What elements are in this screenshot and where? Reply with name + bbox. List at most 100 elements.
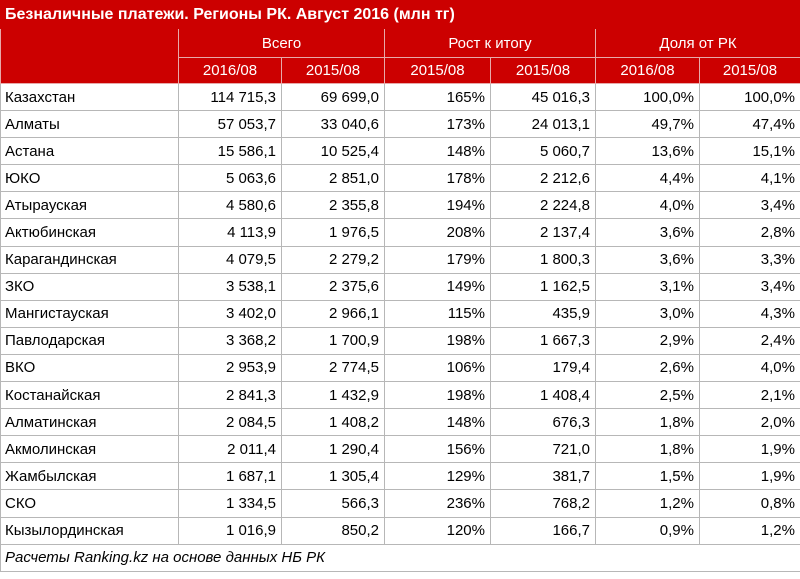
- region-name-cell: Астана: [0, 137, 179, 166]
- region-name-cell: Жамбылская: [0, 462, 179, 491]
- value-cell: 1 305,4: [281, 462, 385, 491]
- value-cell: 3,0%: [595, 299, 700, 328]
- value-cell: 47,4%: [699, 110, 800, 139]
- value-cell: 2 375,6: [281, 272, 385, 301]
- value-cell: 149%: [384, 272, 491, 301]
- region-name-cell: Акмолинская: [0, 435, 179, 464]
- value-cell: 33 040,6: [281, 110, 385, 139]
- value-cell: 1 334,5: [178, 489, 282, 518]
- value-cell: 0,8%: [699, 489, 800, 518]
- value-cell: 100,0%: [595, 82, 700, 112]
- region-header-blank: [0, 28, 179, 84]
- value-cell: 24 013,1: [490, 110, 596, 139]
- table-row: Карагандинская 4 079,5 2 279,2 179% 1 800,3 3…: [0, 245, 800, 274]
- value-cell: 1 800,3: [490, 245, 596, 274]
- value-cell: 2 774,5: [281, 353, 385, 383]
- table-row: СКО 1 334,5 566,3 236% 768,2 1,2% 0,8%: [0, 489, 800, 518]
- table-row: Алматы 57 053,7 33 040,6 173% 24 013,1 49,7% 4…: [0, 110, 800, 139]
- value-cell: 2 137,4: [490, 218, 596, 247]
- table-row: Павлодарская 3 368,2 1 700,9 198% 1 667,3 2,9…: [0, 326, 800, 355]
- region-name-cell: Актюбинская: [0, 218, 179, 247]
- value-cell: 1 687,1: [178, 462, 282, 491]
- region-name-cell: ВКО: [0, 353, 179, 383]
- value-cell: 166,7: [490, 516, 596, 545]
- value-cell: 1,8%: [595, 408, 700, 437]
- table-row: Атырауская 4 580,6 2 355,8 194% 2 224,8 4,0% 3…: [0, 191, 800, 220]
- table-row: ЮКО 5 063,6 2 851,0 178% 2 212,6 4,4% 4,1%: [0, 164, 800, 193]
- value-cell: 13,6%: [595, 137, 700, 166]
- value-cell: 2 011,4: [178, 435, 282, 464]
- subheader-cell: 2015/08: [490, 57, 596, 84]
- value-cell: 114 715,3: [178, 82, 282, 112]
- value-cell: 2 279,2: [281, 245, 385, 274]
- region-name-cell: СКО: [0, 489, 179, 518]
- title-row: Безналичные платежи. Регионы РК. Август …: [0, 0, 800, 29]
- value-cell: 2 841,3: [178, 381, 282, 410]
- region-name-cell: Алматы: [0, 110, 179, 139]
- group-header-share: Доля от РК: [595, 28, 800, 58]
- value-cell: 2 953,9: [178, 353, 282, 383]
- value-cell: 57 053,7: [178, 110, 282, 139]
- value-cell: 2 224,8: [490, 191, 596, 220]
- value-cell: 115%: [384, 299, 491, 328]
- table-row: Кызылординская 1 016,9 850,2 120% 166,7 0,9% 1…: [0, 516, 800, 545]
- value-cell: 1,8%: [595, 435, 700, 464]
- value-cell: 381,7: [490, 462, 596, 491]
- value-cell: 208%: [384, 218, 491, 247]
- table-row: Костанайская 2 841,3 1 432,9 198% 1 408,4 2,5…: [0, 381, 800, 410]
- value-cell: 1,2%: [595, 489, 700, 518]
- value-cell: 3,4%: [699, 272, 800, 301]
- value-cell: 4 079,5: [178, 245, 282, 274]
- value-cell: 4,0%: [595, 191, 700, 220]
- value-cell: 2,9%: [595, 326, 700, 355]
- value-cell: 2,5%: [595, 381, 700, 410]
- table-row: Алматинская 2 084,5 1 408,2 148% 676,3 1,8% 2,…: [0, 408, 800, 437]
- region-name-cell: Карагандинская: [0, 245, 179, 274]
- value-cell: 3 402,0: [178, 299, 282, 328]
- table-row: Актюбинская 4 113,9 1 976,5 208% 2 137,4 3,6%…: [0, 218, 800, 247]
- region-name-cell: ЮКО: [0, 164, 179, 193]
- value-cell: 148%: [384, 408, 491, 437]
- value-cell: 15,1%: [699, 137, 800, 166]
- value-cell: 106%: [384, 353, 491, 383]
- value-cell: 721,0: [490, 435, 596, 464]
- value-cell: 236%: [384, 489, 491, 518]
- footnote-row: Расчеты Ranking.kz на основе данных НБ Р…: [0, 543, 800, 572]
- value-cell: 1 408,2: [281, 408, 385, 437]
- value-cell: 566,3: [281, 489, 385, 518]
- group-header-row: Всего Рост к итогу Доля от РК: [0, 28, 800, 84]
- value-cell: 3,3%: [699, 245, 800, 274]
- value-cell: 4 580,6: [178, 191, 282, 220]
- value-cell: 4,3%: [699, 299, 800, 328]
- value-cell: 1 408,4: [490, 381, 596, 410]
- value-cell: 194%: [384, 191, 491, 220]
- region-name-cell: Кызылординская: [0, 516, 179, 545]
- value-cell: 850,2: [281, 516, 385, 545]
- value-cell: 120%: [384, 516, 491, 545]
- value-cell: 2,1%: [699, 381, 800, 410]
- value-cell: 165%: [384, 82, 491, 112]
- value-cell: 2 851,0: [281, 164, 385, 193]
- value-cell: 129%: [384, 462, 491, 491]
- value-cell: 676,3: [490, 408, 596, 437]
- subheader-cell: 2015/08: [384, 57, 491, 84]
- value-cell: 2,8%: [699, 218, 800, 247]
- value-cell: 4 113,9: [178, 218, 282, 247]
- value-cell: 4,1%: [699, 164, 800, 193]
- value-cell: 1 162,5: [490, 272, 596, 301]
- region-name-cell: Атырауская: [0, 191, 179, 220]
- value-cell: 1,2%: [699, 516, 800, 545]
- value-cell: 2 212,6: [490, 164, 596, 193]
- value-cell: 10 525,4: [281, 137, 385, 166]
- region-name-cell: Павлодарская: [0, 326, 179, 355]
- value-cell: 15 586,1: [178, 137, 282, 166]
- table-row: ЗКО 3 538,1 2 375,6 149% 1 162,5 3,1% 3,4%: [0, 272, 800, 301]
- value-cell: 198%: [384, 381, 491, 410]
- table-row: Акмолинская 2 011,4 1 290,4 156% 721,0 1,8% 1,…: [0, 435, 800, 464]
- value-cell: 2,0%: [699, 408, 800, 437]
- value-cell: 178%: [384, 164, 491, 193]
- table-row: Астана 15 586,1 10 525,4 148% 5 060,7 13,6% 15…: [0, 137, 800, 166]
- value-cell: 156%: [384, 435, 491, 464]
- value-cell: 5 060,7: [490, 137, 596, 166]
